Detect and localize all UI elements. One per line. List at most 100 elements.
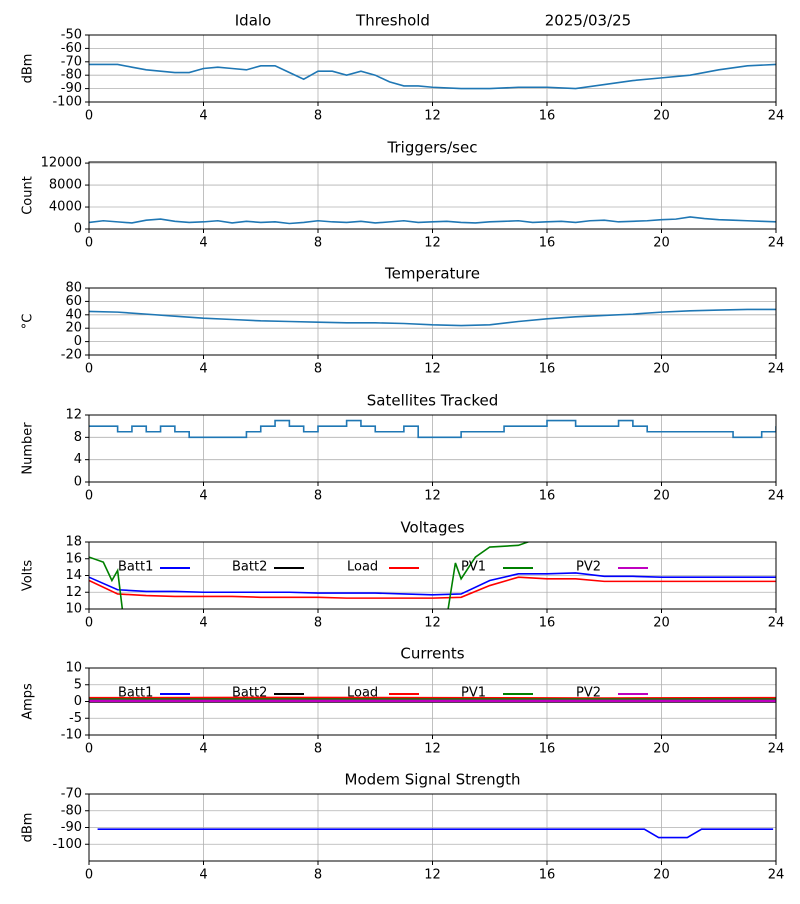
x-tick-label: 4 [199,236,207,251]
y-tick-label: -100 [52,95,82,110]
x-tick-label: 8 [314,616,322,631]
plot-frame [88,34,777,103]
x-tick-label: 12 [424,236,441,251]
plot-frame [88,161,777,230]
x-tick-label: 16 [539,742,556,757]
y-tick-label: -80 [61,68,82,83]
x-tick-label: 20 [653,362,670,377]
x-tick-label: 0 [85,742,93,757]
y-tick-label: 60 [65,294,82,309]
y-tick-label: -70 [61,787,82,802]
plot-frame [88,541,777,610]
x-tick-label: 12 [424,489,441,504]
x-tick-label: 24 [768,236,785,251]
legend-label: Batt1 [118,560,153,575]
y-axis-label: Number [21,422,36,475]
y-tick-label: 0 [74,334,82,349]
x-tick-label: 0 [85,362,93,377]
x-tick-label: 0 [85,616,93,631]
data-line [89,308,776,327]
x-tick-label: 8 [314,109,322,124]
y-tick-label: -20 [61,348,82,363]
y-tick-label: -90 [61,820,82,835]
chart-title: Satellites Tracked [367,392,498,410]
y-tick-label: 5 [74,677,82,692]
y-tick-label: 10 [65,602,82,617]
legend-label: PV2 [576,560,601,575]
plot-frame [88,287,777,356]
x-tick-label: 8 [314,489,322,504]
x-tick-label: 12 [424,109,441,124]
x-tick-label: 24 [768,742,785,757]
y-axis-label: dBm [21,813,36,843]
y-tick-label: -10 [61,728,82,743]
x-tick-label: 4 [199,616,207,631]
x-tick-label: 12 [424,868,441,883]
data-line [89,216,776,225]
x-tick-label: 4 [199,489,207,504]
x-tick-label: 4 [199,868,207,883]
y-tick-label: -80 [61,803,82,818]
plot-frame [88,667,777,736]
chart-title: Modem Signal Strength [345,771,521,789]
x-tick-label: 24 [768,616,785,631]
plot-frame [88,414,777,483]
plot-frame [88,793,777,862]
y-tick-label: -100 [52,837,82,852]
y-tick-label: 4 [74,452,82,467]
chart-title: Triggers/sec [387,139,478,157]
y-tick-label: 0 [74,694,82,709]
x-tick-label: 8 [314,868,322,883]
y-tick-label: 0 [74,222,82,237]
y-tick-label: -50 [61,28,82,43]
data-line [89,572,776,596]
legend-label: PV2 [576,686,601,701]
data-line [97,828,774,839]
y-tick-label: 12000 [41,156,82,171]
y-tick-label: 12 [65,585,82,600]
y-tick-label: 4000 [49,200,82,215]
x-tick-label: 4 [199,742,207,757]
x-tick-label: 16 [539,868,556,883]
legend-label: Load [347,686,378,701]
x-tick-label: 12 [424,616,441,631]
chart-title: Threshold [355,12,430,30]
y-tick-label: 10 [65,661,82,676]
x-tick-label: 24 [768,489,785,504]
data-line [89,63,776,90]
chart-title: Temperature [384,265,480,283]
chart-title: Currents [400,645,464,663]
y-axis-label: Amps [21,683,36,720]
y-tick-label: 20 [65,321,82,336]
x-tick-label: 24 [768,868,785,883]
y-tick-label: -70 [61,54,82,69]
data-line [89,576,776,599]
y-tick-label: 18 [65,535,82,550]
x-tick-label: 20 [653,868,670,883]
x-tick-label: 16 [539,362,556,377]
y-tick-label: 40 [65,307,82,322]
legend-label: PV1 [461,560,486,575]
x-tick-label: 24 [768,109,785,124]
x-tick-label: 20 [653,109,670,124]
y-tick-label: -5 [69,711,82,726]
date-label: 2025/03/25 [545,12,631,30]
y-axis-label: Count [21,176,36,215]
x-tick-label: 20 [653,616,670,631]
x-tick-label: 8 [314,236,322,251]
x-tick-label: 20 [653,489,670,504]
x-tick-label: 12 [424,362,441,377]
x-tick-label: 16 [539,489,556,504]
y-tick-label: 8 [74,430,82,445]
x-tick-label: 8 [314,362,322,377]
legend-label: Batt2 [232,560,267,575]
y-tick-label: -60 [61,41,82,56]
chart-title: Voltages [400,519,464,537]
y-tick-label: 12 [65,408,82,423]
x-tick-label: 20 [653,236,670,251]
legend-label: PV1 [461,686,486,701]
y-tick-label: 80 [65,281,82,296]
x-tick-label: 0 [85,109,93,124]
x-tick-label: 4 [199,362,207,377]
